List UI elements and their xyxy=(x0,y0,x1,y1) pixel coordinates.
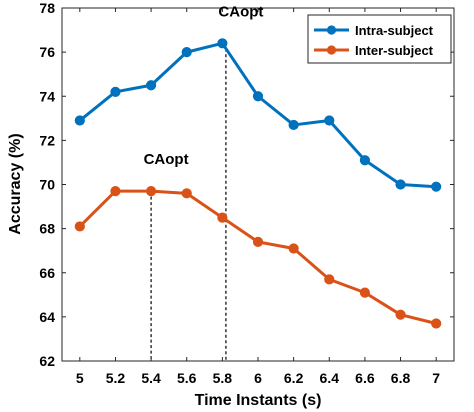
data-point-inter-subject xyxy=(324,274,335,285)
data-point-inter-subject xyxy=(431,318,442,329)
data-point-inter-subject xyxy=(288,243,299,254)
y-axis: 62 64 66 68 70 72 74 76 78 xyxy=(39,0,454,369)
y-tick-label: 64 xyxy=(39,309,55,325)
legend-box xyxy=(307,14,452,64)
legend-marker-inter-subject xyxy=(326,45,337,55)
legend: Intra-subject Inter-subject xyxy=(307,14,452,64)
y-tick-label: 74 xyxy=(39,88,55,104)
data-point-inter-subject xyxy=(217,212,228,223)
annotation-lines xyxy=(150,43,227,361)
x-tick-label: 5 xyxy=(76,370,84,386)
data-point-inter-subject xyxy=(181,188,192,199)
y-tick-label: 62 xyxy=(39,353,55,369)
x-tick-label: 5.6 xyxy=(177,370,197,386)
y-tick-label: 72 xyxy=(39,132,55,148)
data-point-intra-subject xyxy=(252,91,264,102)
data-point-intra-subject xyxy=(181,47,192,58)
x-tick-label: 5.2 xyxy=(106,370,126,386)
data-point-intra-subject xyxy=(288,119,299,131)
plot-area xyxy=(61,7,455,362)
data-point-inter-subject xyxy=(395,309,406,320)
x-tick-label: 6.2 xyxy=(284,370,304,386)
x-tick-label: 5.8 xyxy=(213,370,233,386)
data-point-intra-subject xyxy=(217,38,228,49)
series-layer xyxy=(74,38,442,329)
x-tick-label: 6.4 xyxy=(320,370,340,386)
x-tick-label: 7 xyxy=(432,370,440,386)
x-tick-label: 6.6 xyxy=(355,370,375,386)
data-point-inter-subject xyxy=(145,186,157,197)
x-tick-label: 5.4 xyxy=(141,370,161,386)
legend-marker-intra-subject xyxy=(326,25,337,35)
legend-label-inter-subject: Inter-subject xyxy=(355,43,434,58)
annotation-labels: CAopt CAopt xyxy=(144,3,264,168)
y-tick-label: 78 xyxy=(39,0,55,16)
y-tick-label: 70 xyxy=(39,177,55,193)
x-axis: 5 5.2 5.4 5.6 5.8 6 6.2 6.4 6.6 6.8 7 xyxy=(76,8,440,386)
y-tick-label: 66 xyxy=(39,265,55,281)
x-axis-label: Time Instants (s) xyxy=(195,392,322,409)
data-point-intra-subject xyxy=(395,179,406,190)
data-point-inter-subject xyxy=(110,186,121,197)
data-point-intra-subject xyxy=(431,181,442,192)
annotation-label: CAopt xyxy=(144,151,189,168)
data-point-inter-subject xyxy=(252,236,264,247)
y-tick-label: 68 xyxy=(39,221,55,237)
data-point-intra-subject xyxy=(359,155,371,166)
data-point-intra-subject xyxy=(74,115,85,126)
data-point-intra-subject xyxy=(145,80,157,91)
data-point-intra-subject xyxy=(324,115,335,126)
data-point-inter-subject xyxy=(74,221,85,232)
data-point-intra-subject xyxy=(110,86,121,97)
legend-label-intra-subject: Intra-subject xyxy=(355,23,434,38)
data-point-inter-subject xyxy=(359,287,371,298)
y-axis-label: Accuracy (%) xyxy=(7,133,24,234)
x-tick-label: 6.8 xyxy=(391,370,411,386)
y-tick-label: 76 xyxy=(39,44,55,60)
annotation-label: CAopt xyxy=(218,3,263,20)
x-tick-label: 6 xyxy=(254,370,262,386)
